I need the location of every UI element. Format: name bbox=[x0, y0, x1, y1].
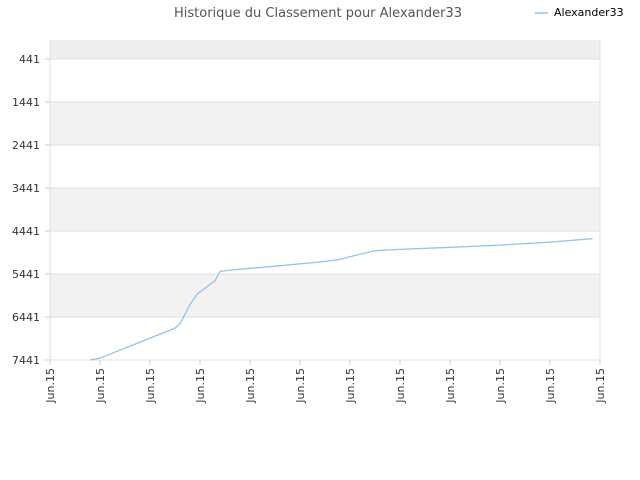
x-tick-label: Jun.15 bbox=[344, 368, 357, 404]
plot-bands bbox=[50, 40, 600, 360]
y-tick-label: 4441 bbox=[12, 225, 40, 238]
legend-label: Alexander33 bbox=[554, 6, 624, 19]
y-tick-label: 441 bbox=[19, 53, 40, 66]
x-tick-label: Jun.15 bbox=[94, 368, 107, 404]
plot-band bbox=[50, 59, 600, 102]
x-axis-ticks: Jun.15 Jun.15 Jun.15 Jun.15 Jun.15 Jun.15 Jun.… bbox=[44, 360, 607, 404]
plot-band bbox=[50, 102, 600, 145]
series-line bbox=[89, 238, 593, 361]
plot-band bbox=[50, 231, 600, 274]
y-tick-label: 7441 bbox=[12, 354, 40, 367]
x-tick-label: Jun.15 bbox=[294, 368, 307, 404]
y-tick-label: 3441 bbox=[12, 182, 40, 195]
y-tick-label: 6441 bbox=[12, 311, 40, 324]
plot-band bbox=[50, 317, 600, 360]
legend: Alexander33 bbox=[535, 6, 624, 19]
x-tick-label: Jun.15 bbox=[144, 368, 157, 404]
plot-grid bbox=[49, 40, 601, 361]
y-axis-ticks: 441 1441 2441 3441 4441 5441 6441 7441 bbox=[12, 53, 50, 367]
x-tick-label: Jun.15 bbox=[494, 368, 507, 404]
y-tick-label: 2441 bbox=[12, 139, 40, 152]
x-tick-label: Jun.15 bbox=[244, 368, 257, 404]
plot-band bbox=[50, 274, 600, 317]
plot-band bbox=[50, 40, 600, 59]
y-tick-label: 1441 bbox=[12, 96, 40, 109]
chart-title: Historique du Classement pour Alexander3… bbox=[174, 6, 462, 21]
x-tick-label: Jun.15 bbox=[444, 368, 457, 404]
series-layer bbox=[89, 238, 593, 361]
plot-band bbox=[50, 188, 600, 231]
x-tick-label: Jun.15 bbox=[394, 368, 407, 404]
x-tick-label: Jun.15 bbox=[194, 368, 207, 404]
y-tick-label: 5441 bbox=[12, 268, 40, 281]
x-tick-label: Jun.15 bbox=[44, 368, 57, 404]
plot-band bbox=[50, 145, 600, 188]
x-tick-label: Jun.15 bbox=[594, 368, 607, 404]
x-tick-label: Jun.15 bbox=[544, 368, 557, 404]
